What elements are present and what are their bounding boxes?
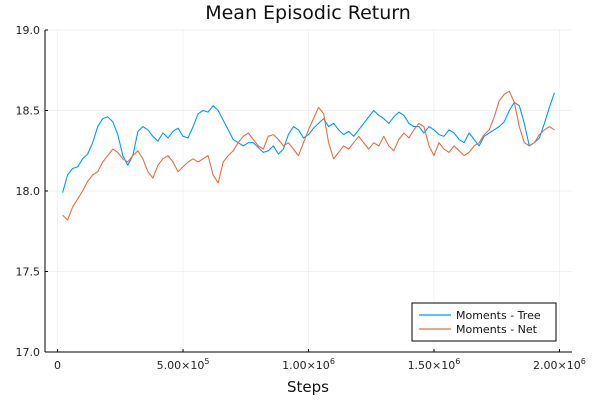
x-grid-lines [57,30,560,352]
x-axis-title: Steps [287,378,329,396]
x-tick-label: 5.00×105 [157,357,210,372]
y-axis-ticks: 17.0 17.5 18.0 18.5 19.0 [16,24,48,359]
series-lines [62,90,555,221]
series-line-moments-net [62,90,555,221]
y-tick-label: 18.0 [16,185,41,198]
legend: Moments - Tree Moments - Net [411,302,557,342]
x-tick-label: 1.00×106 [282,357,335,372]
x-axis-ticks: 0 5.00×105 1.00×106 1.50×106 2.00×106 [54,349,586,372]
y-tick-label: 17.0 [16,346,41,359]
y-tick-label: 18.5 [16,105,41,118]
x-tick-label: 1.50×106 [408,357,461,372]
legend-label-tree: Moments - Tree [456,309,541,322]
series-line-moments-tree [62,92,555,193]
x-tick-label: 2.00×106 [533,357,586,372]
chart-title: Mean Episodic Return [205,2,411,24]
x-tick-label: 0 [54,359,61,372]
legend-box [411,302,557,342]
y-tick-label: 19.0 [16,24,41,37]
legend-label-net: Moments - Net [456,323,538,336]
y-tick-label: 17.5 [16,266,41,279]
